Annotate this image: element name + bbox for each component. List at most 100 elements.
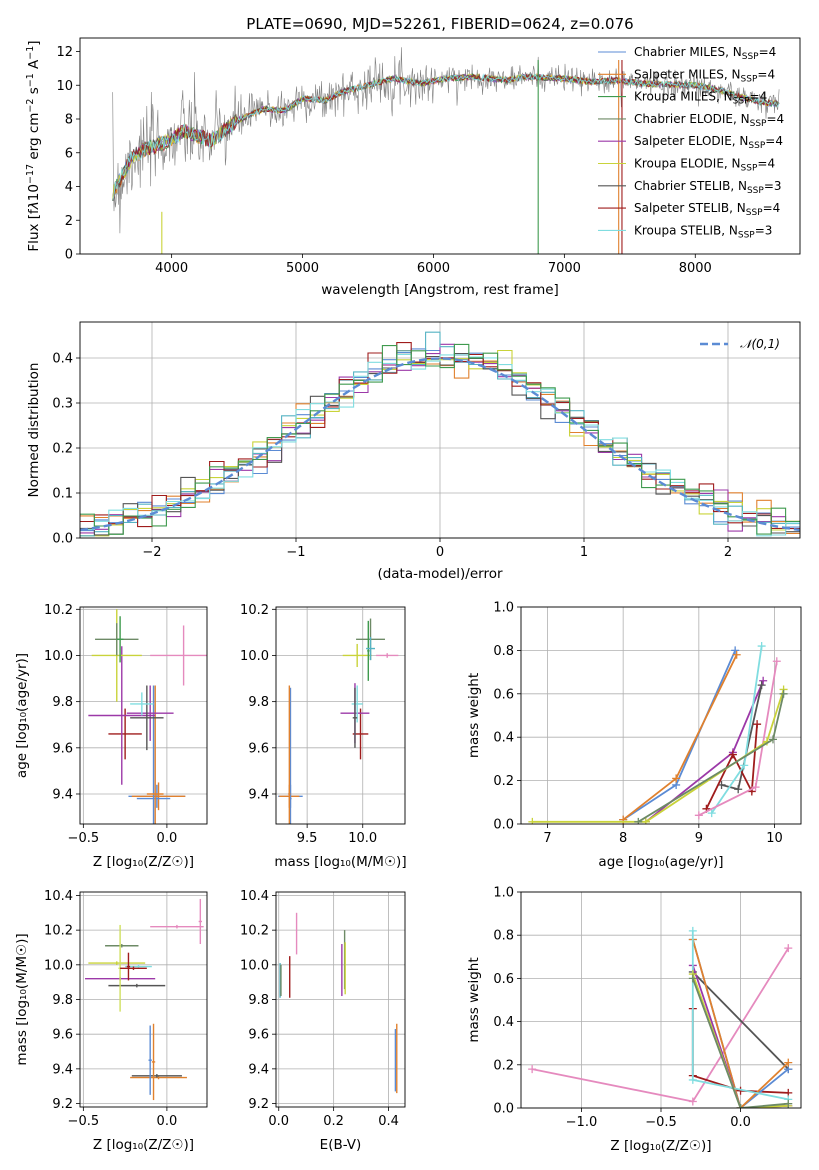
age_vs_mass-plot-area <box>278 618 399 824</box>
axes-frame <box>275 891 406 1108</box>
legend-entry: Kroupa MILES, NSSP=4 <box>634 90 767 107</box>
y-tick-label: 0 <box>65 248 73 263</box>
legend-entry: Chabrier ELODIE, NSSP=4 <box>634 112 784 129</box>
weight-line-7 <box>691 973 789 1108</box>
plus-marker <box>736 1104 745 1108</box>
x-tick-label: 7 <box>543 831 551 846</box>
plus-marker <box>732 650 741 659</box>
y-tick-label: 0.8 <box>493 929 514 944</box>
age_vs_mass-panel: 9.5 10.0 9.4 9.6 9.8 10.0 10.2 mass [log₁₀(M/M☉… <box>240 603 407 870</box>
mass_vs_Z-panel: −0.5 0.0 9.2 9.4 9.6 9.8 10.0 10.2 10.4 Z [log₁₀(… <box>14 889 208 1153</box>
plus-marker <box>772 657 781 666</box>
y-tick-label: 0.4 <box>493 731 514 746</box>
y-tick-label: 10.0 <box>240 649 269 664</box>
mass_vs_EBV-plot-area <box>279 912 398 1094</box>
y-tick-label: 10.2 <box>240 603 269 618</box>
y-tick-label: 10.2 <box>44 924 73 939</box>
y-tick-label: 10.0 <box>44 649 73 664</box>
y-tick-label: 0.3 <box>52 397 73 412</box>
y-tick-label: 2 <box>65 214 73 229</box>
mass_vs_EBV-xlabel: E(B-V) <box>320 1137 362 1153</box>
y-tick-label: 9.6 <box>52 741 73 756</box>
x-tick-label: 0.4 <box>378 1114 399 1129</box>
x-tick-label: 0.0 <box>268 1114 289 1129</box>
error-bar-point <box>108 983 166 988</box>
weight-line-4 <box>691 939 789 1108</box>
axes-frame <box>79 891 208 1108</box>
y-tick-label: 9.8 <box>248 993 269 1008</box>
y-tick-label: 9.6 <box>248 741 269 756</box>
plus-marker <box>688 974 697 983</box>
x-tick-label: −1.0 <box>566 1115 598 1130</box>
mass_vs_EBV-panel: 0.0 0.2 0.4 9.2 9.4 9.6 9.8 10.0 10.2 10.4 E(B-V) <box>240 889 406 1153</box>
y-tick-label: 10.0 <box>44 958 73 973</box>
plus-marker <box>753 720 762 729</box>
x-tick-label: 0.0 <box>157 1114 178 1129</box>
age_vs_Z-ylabel: age [log₁₀(age/yr)] <box>14 653 30 778</box>
plus-marker <box>757 681 766 690</box>
error-bar-point <box>351 685 363 723</box>
weight_vs_age-ylabel: mass weight <box>466 673 482 758</box>
y-tick-label: 6 <box>65 146 73 161</box>
y-tick-label: 10.0 <box>240 958 269 973</box>
error-bar-point <box>136 685 171 824</box>
y-tick-label: 9.6 <box>248 1028 269 1043</box>
normal-curve <box>80 357 800 532</box>
spectrum-xlabel: wavelength [Angstrom, rest frame] <box>321 282 559 298</box>
x-tick-label: 1 <box>580 545 588 560</box>
plus-marker <box>757 642 766 651</box>
axes-frame <box>275 606 406 825</box>
x-tick-label: 8 <box>619 831 627 846</box>
legend-entry: Kroupa STELIB, NSSP=3 <box>634 223 772 240</box>
weight-line-8 <box>691 978 789 1108</box>
error-bar-point <box>148 1025 152 1095</box>
error-bar-point <box>342 643 372 668</box>
residuals-panel: −2 −1 0 1 2 0.0 0.1 0.2 0.3 0.4 𝒩(0,1) (data-model)… <box>26 321 801 582</box>
error-bar-point <box>88 646 156 785</box>
x-tick-label: 2 <box>724 545 732 560</box>
y-tick-label: 0.2 <box>493 1058 514 1073</box>
x-tick-label: 9.5 <box>297 831 318 846</box>
error-bar-point <box>120 966 147 971</box>
age_vs_Z-plot-area <box>88 609 207 824</box>
plus-marker <box>740 761 749 770</box>
error-bar-point <box>150 924 204 929</box>
plus-marker <box>688 1075 697 1084</box>
y-tick-label: 0.0 <box>493 818 514 833</box>
residuals-plot-area <box>80 331 800 537</box>
y-tick-label: 0.2 <box>52 442 73 457</box>
y-tick-label: 8 <box>65 113 73 128</box>
y-tick-label: 9.4 <box>52 787 73 802</box>
x-tick-label: 10.0 <box>348 831 377 846</box>
plus-marker <box>779 689 788 698</box>
weight_vs_age-panel: 7 8 9 10 0.0 0.2 0.4 0.6 0.8 1.0 age [log₁₀(age/yr… <box>466 601 802 870</box>
x-tick-label: −0.5 <box>645 1115 677 1130</box>
spectrum-ylabel: Flux [fλ10−17 erg cm−2 s−1 A−1] <box>25 40 42 251</box>
axes-frame <box>79 37 801 255</box>
weight_vs_Z-ylabel: mass weight <box>466 957 482 1042</box>
weight-line-7 <box>532 689 785 823</box>
x-tick-label: 5000 <box>286 261 319 276</box>
plus-marker <box>734 785 743 794</box>
legend-entry: Salpeter STELIB, NSSP=4 <box>634 201 780 218</box>
y-tick-label: 9.2 <box>52 1097 73 1112</box>
weight-line-1 <box>692 971 789 1070</box>
spectrum-panel: 4000 5000 6000 7000 8000 0 2 4 6 8 10 12 Chabrier MI… <box>25 15 801 298</box>
error-bar-point <box>288 685 291 824</box>
weight-line-8 <box>637 693 785 823</box>
y-tick-label: 12 <box>56 45 73 60</box>
error-bar-point <box>130 685 164 751</box>
plus-marker <box>694 811 703 820</box>
plus-marker <box>641 817 650 824</box>
x-tick-label: 0.0 <box>730 1115 751 1130</box>
y-tick-label: 0.4 <box>52 352 73 367</box>
plus-marker <box>769 735 777 744</box>
y-tick-label: 9.4 <box>248 1062 269 1077</box>
spectrum-legend: Chabrier MILES, NSSP=4 Salpeter MILES, NS… <box>598 45 784 240</box>
residuals-ylabel: Normed distribution <box>26 363 42 498</box>
age_vs_mass-xlabel: mass [log₁₀(M/M☉)] <box>274 854 406 870</box>
error-bar-point <box>146 685 164 824</box>
axes-frame <box>79 606 208 825</box>
x-tick-label: −0.5 <box>68 1114 100 1129</box>
